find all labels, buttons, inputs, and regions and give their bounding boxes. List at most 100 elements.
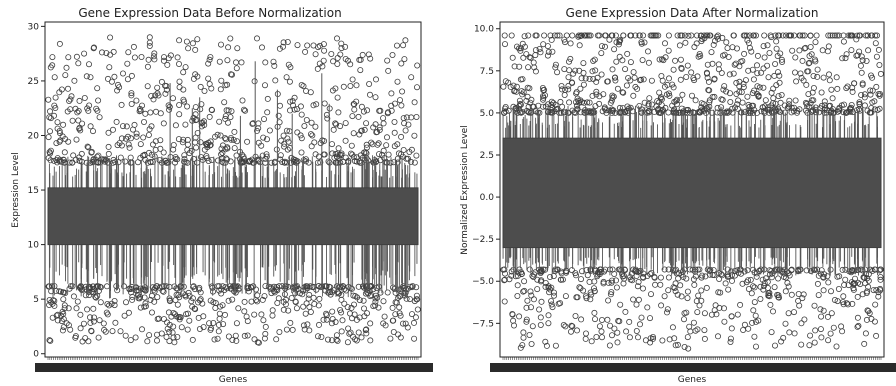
outlier-point	[830, 324, 837, 331]
outlier-point	[413, 84, 420, 91]
outlier-point	[713, 311, 720, 318]
y-axis-label: Normalized Expression Level	[460, 125, 470, 254]
outlier-point	[282, 301, 289, 308]
outlier-point	[342, 56, 349, 63]
outlier-point	[396, 97, 403, 104]
outlier-point	[612, 32, 619, 39]
y-tick-label: 20	[28, 131, 40, 141]
outlier-point	[774, 291, 781, 298]
outlier-point	[784, 279, 791, 286]
outlier-point	[524, 297, 531, 304]
outlier-point	[734, 101, 741, 108]
outlier-point	[228, 285, 235, 292]
outlier-point	[212, 304, 219, 311]
outlier-point	[793, 78, 800, 85]
outlier-point	[382, 322, 389, 329]
outlier-point	[533, 32, 540, 39]
outlier-point	[615, 41, 622, 48]
outlier-point	[148, 292, 155, 299]
outlier-point	[323, 316, 330, 323]
outlier-point	[160, 149, 167, 156]
outlier-point	[812, 39, 819, 46]
outlier-point	[867, 87, 874, 94]
outlier-point	[121, 312, 128, 319]
outlier-point	[818, 334, 825, 341]
outlier-point	[47, 128, 54, 135]
outlier-point	[620, 89, 627, 96]
outlier-point	[636, 32, 643, 39]
outlier-point	[510, 317, 517, 324]
outlier-point	[203, 152, 210, 159]
outlier-point	[528, 340, 535, 347]
outlier-point	[391, 100, 398, 107]
outlier-point	[319, 63, 326, 70]
outlier-point	[616, 53, 623, 60]
outlier-point	[516, 97, 523, 104]
outlier-point	[721, 305, 728, 312]
outlier-point	[658, 302, 665, 309]
outlier-point	[735, 97, 742, 104]
outlier-point	[219, 149, 226, 156]
y-tick-label: 10	[28, 241, 40, 251]
outlier-point	[201, 146, 208, 153]
outlier-point	[619, 89, 626, 96]
outlier-point	[388, 90, 395, 97]
outlier-point	[609, 32, 616, 39]
y-tick-label: 0.0	[480, 193, 495, 203]
outlier-point	[217, 86, 224, 93]
outlier-point	[810, 73, 817, 80]
outlier-point	[56, 40, 63, 47]
outlier-point	[558, 83, 565, 90]
outlier-point	[817, 326, 824, 333]
outlier-point	[124, 60, 131, 67]
outlier-point	[744, 93, 751, 100]
outlier-point	[350, 301, 357, 308]
x-axis-label: Genes	[219, 375, 248, 385]
outlier-point	[233, 152, 240, 159]
outlier-point	[372, 298, 379, 305]
outlier-point	[572, 312, 579, 319]
outlier-point	[169, 95, 176, 102]
outlier-point	[557, 98, 564, 105]
outlier-point	[205, 60, 212, 67]
outlier-point	[169, 329, 176, 336]
outlier-point	[380, 120, 387, 127]
outlier-point	[599, 316, 606, 323]
outlier-point	[273, 336, 280, 343]
outlier-point	[785, 283, 792, 290]
outlier-point	[279, 43, 286, 50]
outlier-point	[207, 141, 214, 148]
outlier-point	[591, 285, 598, 292]
outlier-point	[749, 319, 756, 326]
outlier-point	[285, 283, 292, 290]
outlier-point	[548, 298, 555, 305]
outlier-point	[259, 296, 266, 303]
outlier-point	[578, 32, 585, 39]
outlier-point	[218, 145, 225, 152]
outlier-point	[798, 74, 805, 81]
outlier-point	[768, 329, 775, 336]
iqr-box-band	[502, 137, 882, 249]
outlier-point	[614, 85, 621, 92]
outlier-point	[125, 309, 132, 316]
outlier-point	[720, 86, 727, 93]
outlier-point	[619, 57, 626, 64]
outlier-point	[754, 62, 761, 69]
outlier-point	[665, 47, 672, 54]
outlier-point	[111, 297, 118, 304]
outlier-point	[834, 273, 841, 280]
outlier-point	[689, 92, 696, 99]
outlier-point	[356, 131, 363, 138]
outlier-point	[148, 309, 155, 316]
outlier-point	[591, 56, 598, 63]
outlier-point	[825, 279, 832, 286]
outlier-point	[396, 304, 403, 311]
outlier-point	[755, 92, 762, 99]
outlier-point	[719, 96, 726, 103]
outlier-point	[224, 145, 231, 152]
outlier-point	[274, 287, 281, 294]
outlier-point	[83, 73, 90, 80]
outlier-point	[691, 77, 698, 84]
outlier-point	[162, 90, 169, 97]
outlier-point	[770, 100, 777, 107]
